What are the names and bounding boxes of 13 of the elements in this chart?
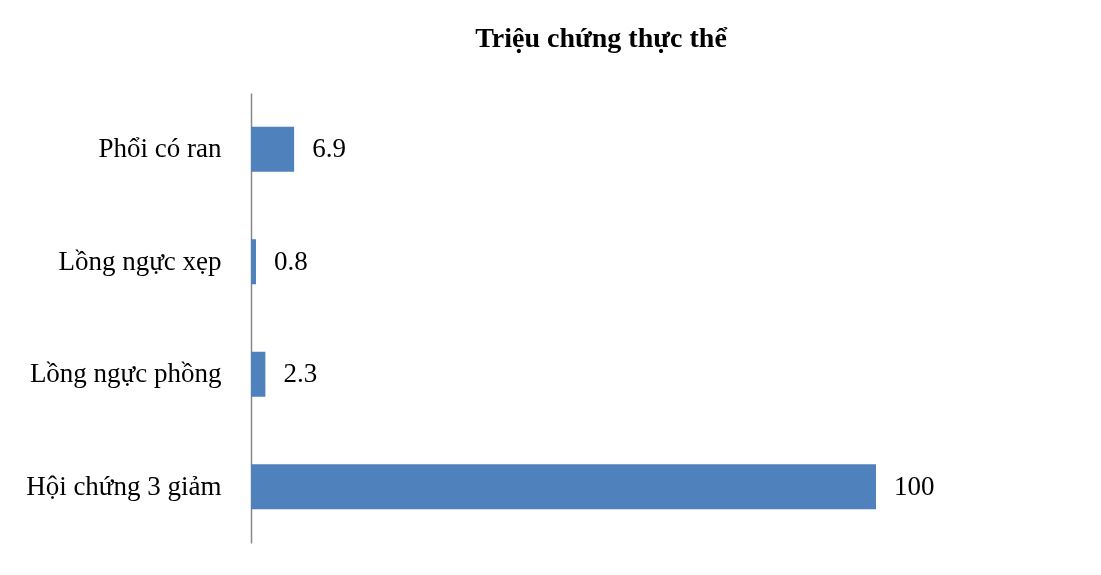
bar [251,464,876,510]
bar [251,126,295,172]
data-label: 2.3 [283,358,318,389]
data-label: 100 [894,470,935,501]
y-tick-label: Lồng ngực xẹp [58,245,222,276]
data-label: 0.8 [274,245,308,276]
y-tick-label: Lồng ngực phồng [29,358,222,389]
y-tick-label: Phổi có ran [98,133,222,164]
y-tick-label: Hội chứng 3 giảm [26,470,222,501]
data-label: 6.9 [312,133,346,164]
chart-title: Triệu chứng thực thể [475,22,728,53]
bar [251,239,256,285]
bar [251,351,266,397]
